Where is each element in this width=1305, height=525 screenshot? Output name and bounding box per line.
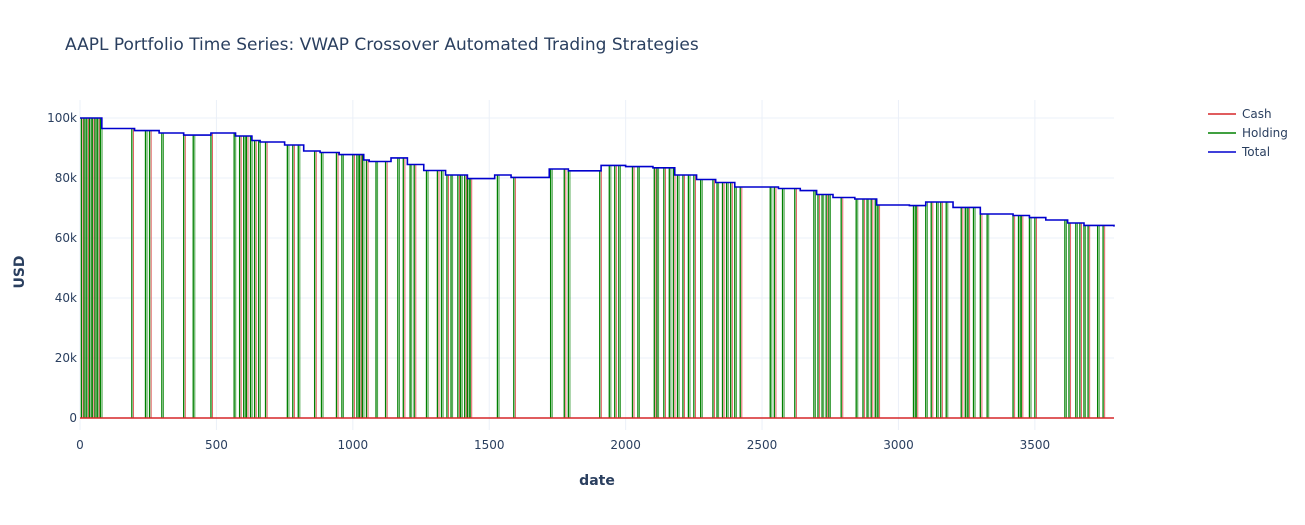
y-axis-title: USD [12, 255, 28, 288]
total-line [80, 117, 1115, 227]
y-tick-label: 100k [47, 111, 77, 125]
legend-item-cash[interactable]: Cash [1208, 107, 1272, 121]
x-tick-label: 3500 [1020, 438, 1051, 452]
y-tick-label: 20k [55, 351, 77, 365]
x-tick-label: 500 [205, 438, 228, 452]
y-tick-label: 80k [55, 171, 77, 185]
x-tick-label: 3000 [883, 438, 914, 452]
legend-item-holding[interactable]: Holding [1208, 126, 1288, 140]
legend-label-holding: Holding [1242, 126, 1288, 140]
legend-label-total: Total [1241, 145, 1270, 159]
legend-label-cash: Cash [1242, 107, 1272, 121]
x-axis-title: date [579, 473, 615, 489]
plot-background [80, 100, 1114, 430]
x-tick-label: 2000 [610, 438, 641, 452]
legend: Cash Holding Total [1208, 107, 1288, 159]
legend-item-total[interactable]: Total [1208, 145, 1270, 159]
y-tick-label: 60k [55, 231, 77, 245]
chart-title: AAPL Portfolio Time Series: VWAP Crossov… [65, 35, 699, 55]
y-tick-label: 40k [55, 291, 77, 305]
line-series [80, 117, 1115, 419]
holding-series [80, 118, 1106, 418]
axis-ticks: 0 500 1000 1500 2000 2500 3000 3500 0 20k 40k 60k 80… [47, 111, 1050, 452]
y-tick-label: 0 [69, 411, 77, 425]
x-tick-label: 0 [76, 438, 84, 452]
x-tick-label: 1500 [474, 438, 505, 452]
x-tick-label: 1000 [338, 438, 369, 452]
x-tick-label: 2500 [747, 438, 778, 452]
